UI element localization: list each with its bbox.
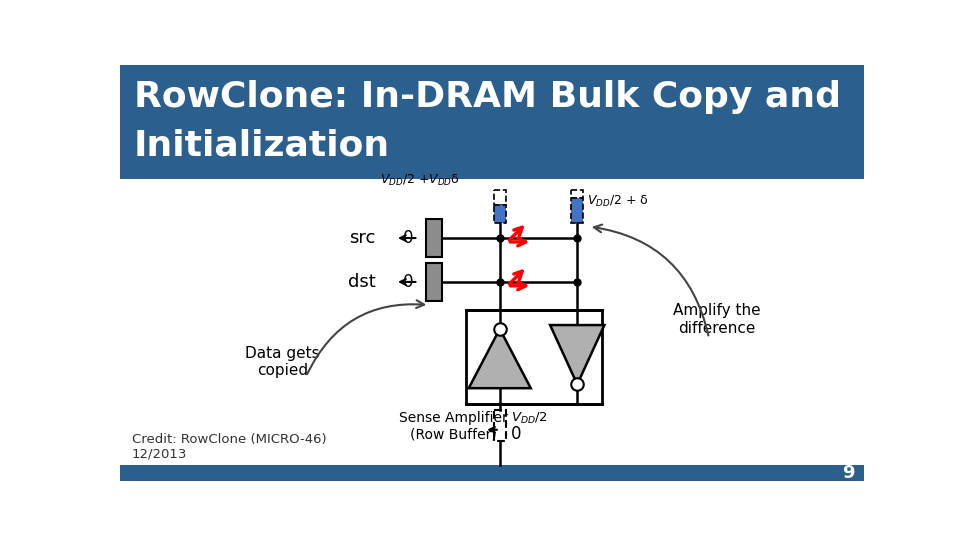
Text: 0: 0 — [403, 229, 414, 247]
Text: 0: 0 — [511, 425, 521, 443]
FancyArrowPatch shape — [594, 225, 708, 335]
Bar — [493, 410, 506, 441]
Bar — [467, 309, 602, 403]
Bar — [493, 205, 506, 224]
Bar — [120, 65, 864, 179]
Bar — [493, 190, 506, 205]
Bar — [426, 219, 442, 257]
FancyArrowPatch shape — [307, 300, 424, 374]
Bar — [571, 198, 584, 224]
Text: RowClone: In-DRAM Bulk Copy and: RowClone: In-DRAM Bulk Copy and — [134, 80, 841, 114]
Bar — [571, 190, 584, 198]
Text: 0: 0 — [403, 273, 414, 291]
Text: Sense Amplifier
(Row Buffer): Sense Amplifier (Row Buffer) — [398, 411, 508, 442]
Polygon shape — [468, 329, 531, 388]
Text: Credit: RowClone (MICRO-46)
12/2013: Credit: RowClone (MICRO-46) 12/2013 — [132, 433, 326, 461]
Polygon shape — [550, 325, 605, 384]
Bar — [120, 465, 864, 481]
Text: dst: dst — [348, 273, 375, 291]
Text: Data gets
copied: Data gets copied — [246, 346, 320, 378]
Text: $V_{DD}$/2: $V_{DD}$/2 — [511, 411, 547, 427]
Text: $V_{DD}$/2 + δ: $V_{DD}$/2 + δ — [587, 193, 648, 208]
Text: src: src — [349, 229, 375, 247]
Text: 9: 9 — [842, 464, 854, 482]
Text: Amplify the
difference: Amplify the difference — [673, 303, 760, 336]
Bar — [426, 262, 442, 301]
Text: Initialization: Initialization — [134, 129, 390, 163]
Text: $V_{DD}$/2 +$V_{DD}$δ: $V_{DD}$/2 +$V_{DD}$δ — [379, 173, 460, 188]
